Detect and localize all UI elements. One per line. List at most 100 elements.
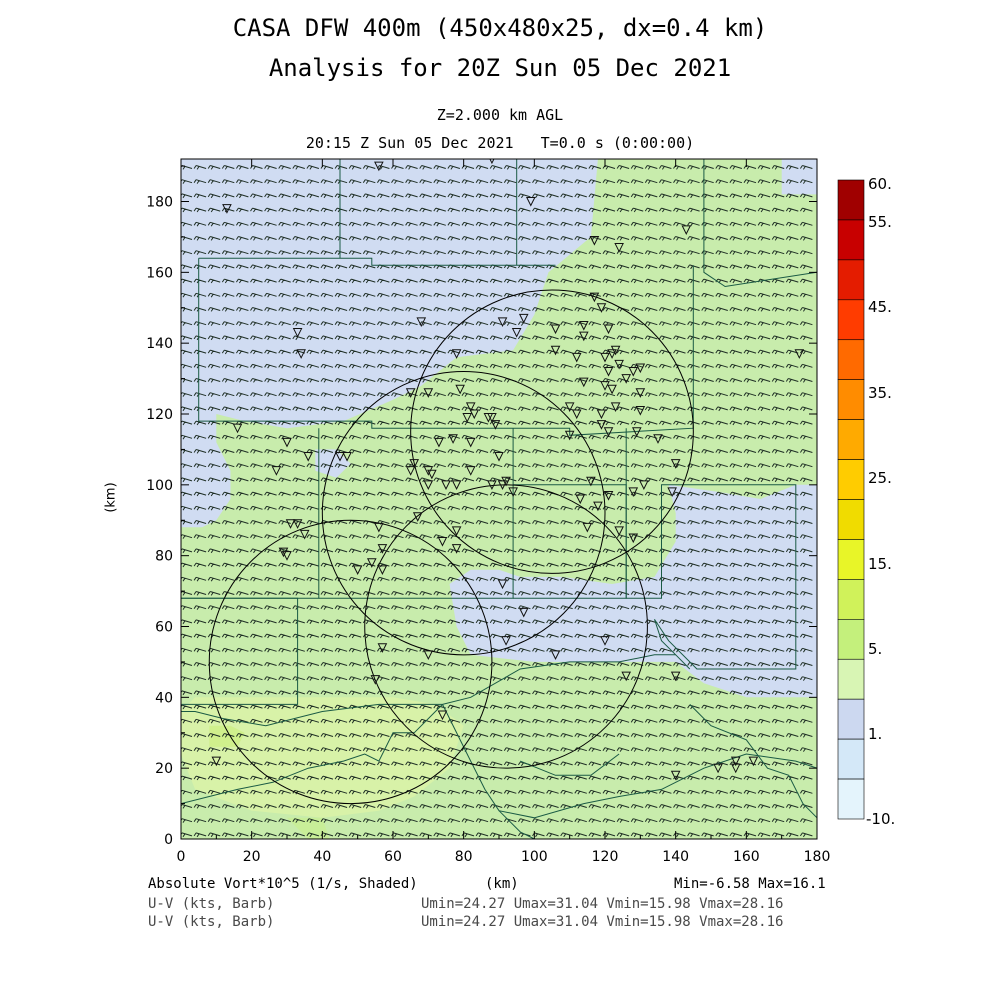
y-tick-label: 100 <box>146 478 173 494</box>
station-marker <box>639 480 649 490</box>
station-marker <box>575 494 586 505</box>
station-markers <box>211 159 805 781</box>
station-marker <box>455 384 465 395</box>
station-marker <box>282 551 292 561</box>
station-marker <box>681 225 692 235</box>
station-marker <box>462 413 473 423</box>
station-marker <box>271 466 282 476</box>
boundary-line-6 <box>181 597 299 705</box>
colorbar-segment <box>837 459 865 500</box>
station-marker <box>303 452 314 462</box>
shade-region-1 <box>449 484 817 698</box>
chart-subtitle: Analysis for 20Z Sun 05 Dec 2021 <box>268 54 732 82</box>
colorbar <box>837 179 865 820</box>
station-marker <box>282 437 292 448</box>
station-marker <box>374 522 384 533</box>
station-marker <box>342 452 352 462</box>
station-marker <box>451 544 462 554</box>
colorbar-label: 55. <box>868 213 892 231</box>
colorbar-segment <box>837 778 865 820</box>
station-marker <box>437 710 448 721</box>
y-axis-label: (km) <box>103 482 119 513</box>
station-marker <box>614 359 624 370</box>
colorbar-segment <box>837 499 865 540</box>
x-tick-label: 60 <box>384 849 402 865</box>
station-marker <box>412 512 423 522</box>
station-marker <box>374 161 384 172</box>
station-marker <box>518 313 529 324</box>
colorbar-label: 25. <box>868 469 892 487</box>
station-marker <box>232 423 243 434</box>
boundary-layer <box>181 159 817 839</box>
station-marker <box>586 476 596 487</box>
station-marker <box>335 452 345 462</box>
station-marker <box>628 367 639 377</box>
station-marker <box>366 558 377 568</box>
station-marker <box>409 459 420 469</box>
colorbar-segment <box>837 379 865 420</box>
station-marker <box>730 763 741 774</box>
station-marker <box>621 374 632 384</box>
station-marker <box>628 533 639 544</box>
min-max-label: Min=-6.58 Max=16.1 <box>674 876 826 892</box>
station-marker <box>670 671 681 682</box>
colorbar-segment <box>837 738 865 780</box>
boundary-line-3 <box>198 257 556 266</box>
station-marker <box>292 328 303 338</box>
station-marker <box>487 480 497 490</box>
station-marker <box>730 756 741 767</box>
station-marker <box>635 388 646 398</box>
colorbar-segment <box>837 339 865 380</box>
boundary-line-16 <box>689 704 817 819</box>
range-ring-1 <box>321 371 606 656</box>
station-marker <box>582 522 593 533</box>
shade-region-6 <box>209 725 245 747</box>
y-tick-label: 180 <box>146 195 173 211</box>
y-tick-label: 40 <box>155 690 173 706</box>
barb-stats-1: Umin=24.27 Umax=31.04 Vmin=15.98 Vmax=28… <box>421 896 784 912</box>
station-marker <box>635 405 646 416</box>
y-tick-label: 60 <box>155 620 173 636</box>
station-marker <box>578 331 589 342</box>
station-marker <box>451 526 462 536</box>
field-label: Absolute Vort*10^5 (1/s, Shaded) <box>148 876 418 892</box>
boundary-line-7 <box>318 428 514 599</box>
boundary-line-9 <box>625 428 797 670</box>
station-marker <box>497 579 508 590</box>
colorbar-label: 35. <box>868 384 892 402</box>
station-marker <box>564 430 575 441</box>
station-marker <box>285 519 296 529</box>
station-marker <box>628 487 639 498</box>
y-tick-label: 0 <box>164 832 173 848</box>
station-marker <box>550 324 561 335</box>
boundary-line-4 <box>198 258 694 436</box>
boundary-line-10 <box>654 619 691 670</box>
station-marker <box>508 487 518 498</box>
colorbar-label: 1. <box>868 725 882 743</box>
station-marker <box>437 537 448 547</box>
station-marker <box>299 529 310 540</box>
x-tick-label: 120 <box>592 849 619 865</box>
colorbar-segment <box>837 419 865 460</box>
station-marker <box>600 352 610 363</box>
colorbar-label: 60. <box>868 175 892 193</box>
colorbar-segment <box>837 179 865 221</box>
boundary-line-13 <box>442 704 817 819</box>
station-marker <box>434 437 444 448</box>
station-marker <box>600 636 610 646</box>
station-marker <box>487 413 497 423</box>
station-marker <box>635 363 646 374</box>
station-marker <box>292 519 303 529</box>
station-marker <box>653 434 663 444</box>
range-ring-2 <box>208 519 493 805</box>
station-marker <box>416 317 427 328</box>
y-tick-label: 160 <box>146 265 173 281</box>
station-marker <box>614 243 624 253</box>
station-marker <box>441 480 451 490</box>
station-marker <box>670 770 681 781</box>
station-marker <box>377 565 388 575</box>
station-marker <box>352 565 363 575</box>
station-marker <box>564 402 575 413</box>
station-marker <box>490 420 501 430</box>
colorbar-label: 15. <box>868 555 892 573</box>
